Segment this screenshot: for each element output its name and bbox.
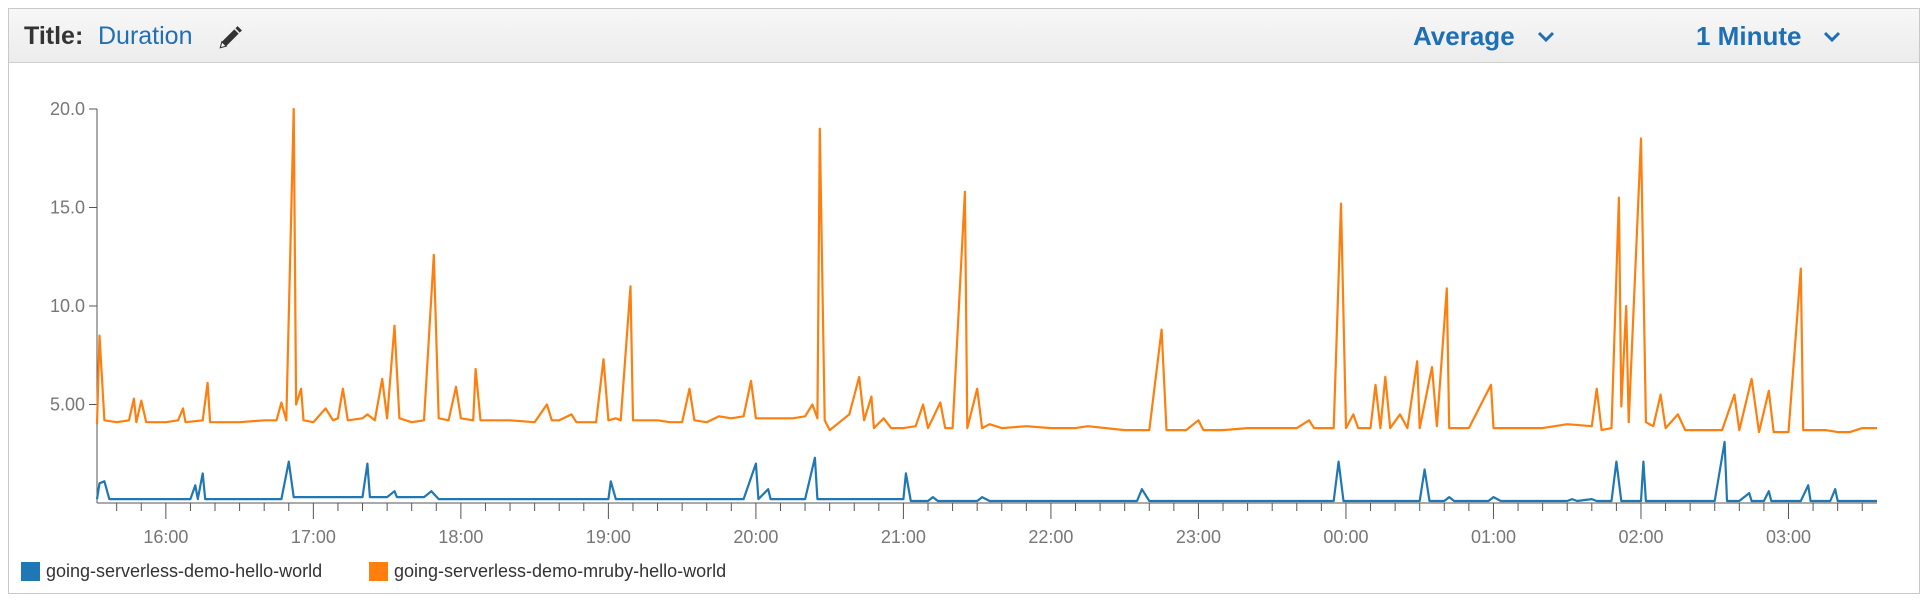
y-tick-label: 20.0: [50, 99, 85, 119]
x-tick-label: 17:00: [291, 527, 336, 547]
x-tick-label: 20:00: [733, 527, 778, 547]
series-line-mruby-hello-world: [95, 107, 1877, 434]
chevron-down-icon: [1824, 31, 1841, 42]
title-value[interactable]: Duration: [98, 22, 193, 50]
statistic-value: Average: [1413, 21, 1515, 51]
x-tick-label: 01:00: [1471, 527, 1516, 547]
x-tick-label: 21:00: [881, 527, 926, 547]
legend-label: going-serverless-demo-mruby-hello-world: [394, 561, 727, 581]
series-line-hello-world: [95, 440, 1877, 503]
y-tick-label: 10.0: [50, 296, 85, 316]
line-chart: 20.0 15.0 10.0 5.00 16:00 17:00 18:00 19:00 20:0…: [50, 99, 1877, 547]
legend-item-mruby-hello-world[interactable]: going-serverless-demo-mruby-hello-world: [369, 561, 726, 582]
x-tick-label: 16:00: [143, 527, 188, 547]
x-tick-label: 23:00: [1176, 527, 1221, 547]
legend-item-hello-world[interactable]: going-serverless-demo-hello-world: [21, 561, 322, 582]
pencil-icon[interactable]: [217, 25, 243, 51]
title-label: Title:: [24, 22, 84, 50]
panel-header: Title: Duration Average 1 Minute: [9, 9, 1919, 63]
chevron-down-icon: [1537, 31, 1554, 42]
x-tick-label: 00:00: [1323, 527, 1368, 547]
x-tick-label: 18:00: [438, 527, 483, 547]
period-value: 1 Minute: [1696, 21, 1802, 51]
x-tick-label: 02:00: [1618, 527, 1663, 547]
x-tick-label: 03:00: [1766, 527, 1811, 547]
legend-swatch: [21, 562, 40, 581]
x-tick-label: 19:00: [586, 527, 631, 547]
y-tick-label: 5.00: [50, 395, 85, 415]
legend-swatch: [369, 562, 388, 581]
statistic-dropdown[interactable]: Average: [1413, 21, 1555, 52]
period-dropdown[interactable]: 1 Minute: [1696, 21, 1841, 52]
legend-label: going-serverless-demo-hello-world: [46, 561, 323, 581]
y-tick-label: 15.0: [50, 198, 85, 218]
x-tick-label: 22:00: [1028, 527, 1073, 547]
